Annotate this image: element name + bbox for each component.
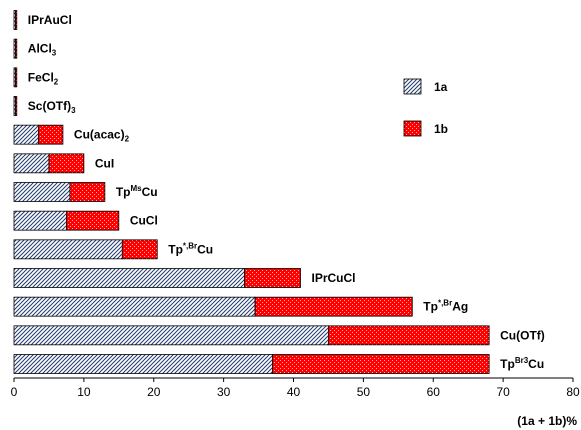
bar-1b-0 — [14, 10, 18, 30]
x-axis: 0 10 20 30 40 50 60 70 80 — [11, 377, 580, 399]
x-tick-label-7: 70 — [496, 385, 510, 399]
bar-1b-1 — [14, 38, 18, 59]
bar-1a-12 — [13, 354, 273, 374]
category-label-8: Tp*,BrCu — [168, 241, 213, 256]
bar-1a-9 — [13, 268, 245, 288]
bar-1a-4 — [13, 124, 39, 145]
bar-1a-5 — [13, 153, 50, 174]
legend-label-1a: 1a — [434, 80, 448, 94]
x-tick-label-4: 40 — [287, 385, 301, 399]
legend-swatch-1a — [403, 78, 422, 95]
bar-1b-12 — [272, 354, 490, 374]
bar-1b-10 — [254, 296, 413, 317]
x-tick-label-1: 10 — [77, 385, 91, 399]
category-label-7: CuCl — [130, 214, 158, 228]
category-label-5: CuI — [95, 156, 114, 170]
bar-1b-11 — [328, 325, 490, 346]
legend: 1a 1b — [403, 78, 448, 137]
x-axis-title: (1a + 1b)% — [517, 414, 577, 428]
category-label-3: Sc(OTf)3 — [28, 99, 76, 115]
category-labels: IPrAuCl AlCl3 FeCl2 Sc(OTf)3 Cu(acac)2 CuITpM… — [28, 13, 545, 371]
bar-1b-5 — [48, 153, 85, 174]
category-label-0: IPrAuCl — [28, 13, 72, 27]
legend-label-1b: 1b — [434, 122, 448, 136]
legend-swatch-1b — [403, 120, 422, 137]
bar-1a-10 — [13, 296, 256, 317]
bar-1b-8 — [121, 239, 158, 260]
x-tick-label-2: 20 — [147, 385, 161, 399]
bar-1b-2 — [14, 67, 18, 88]
bar-1b-4 — [38, 124, 64, 145]
x-tick-label-3: 30 — [217, 385, 231, 399]
bar-1b-6 — [69, 182, 106, 202]
category-label-11: Cu(OTf) — [500, 328, 545, 342]
category-label-9: IPrCuCl — [311, 271, 355, 285]
bar-1a-8 — [13, 239, 123, 260]
category-label-10: Tp*,BrAg — [423, 299, 468, 314]
bar-1b-7 — [66, 210, 120, 231]
category-label-12: TpBr3Cu — [500, 356, 544, 371]
bar-1a-11 — [13, 325, 329, 346]
category-label-4: Cu(acac)2 — [74, 128, 130, 144]
bar-1a-6 — [13, 182, 71, 202]
x-tick-label-5: 50 — [357, 385, 371, 399]
bar-1a-7 — [13, 210, 67, 231]
bar-1b-3 — [14, 96, 18, 116]
x-tick-label-8: 80 — [566, 385, 580, 399]
bars-group — [13, 10, 490, 374]
bar-1b-9 — [244, 268, 301, 288]
category-label-2: FeCl2 — [28, 70, 59, 86]
category-label-6: TpMsCu — [116, 184, 158, 199]
category-label-1: AlCl3 — [28, 42, 57, 58]
x-tick-label-6: 60 — [427, 385, 441, 399]
x-tick-label-0: 0 — [11, 385, 18, 399]
